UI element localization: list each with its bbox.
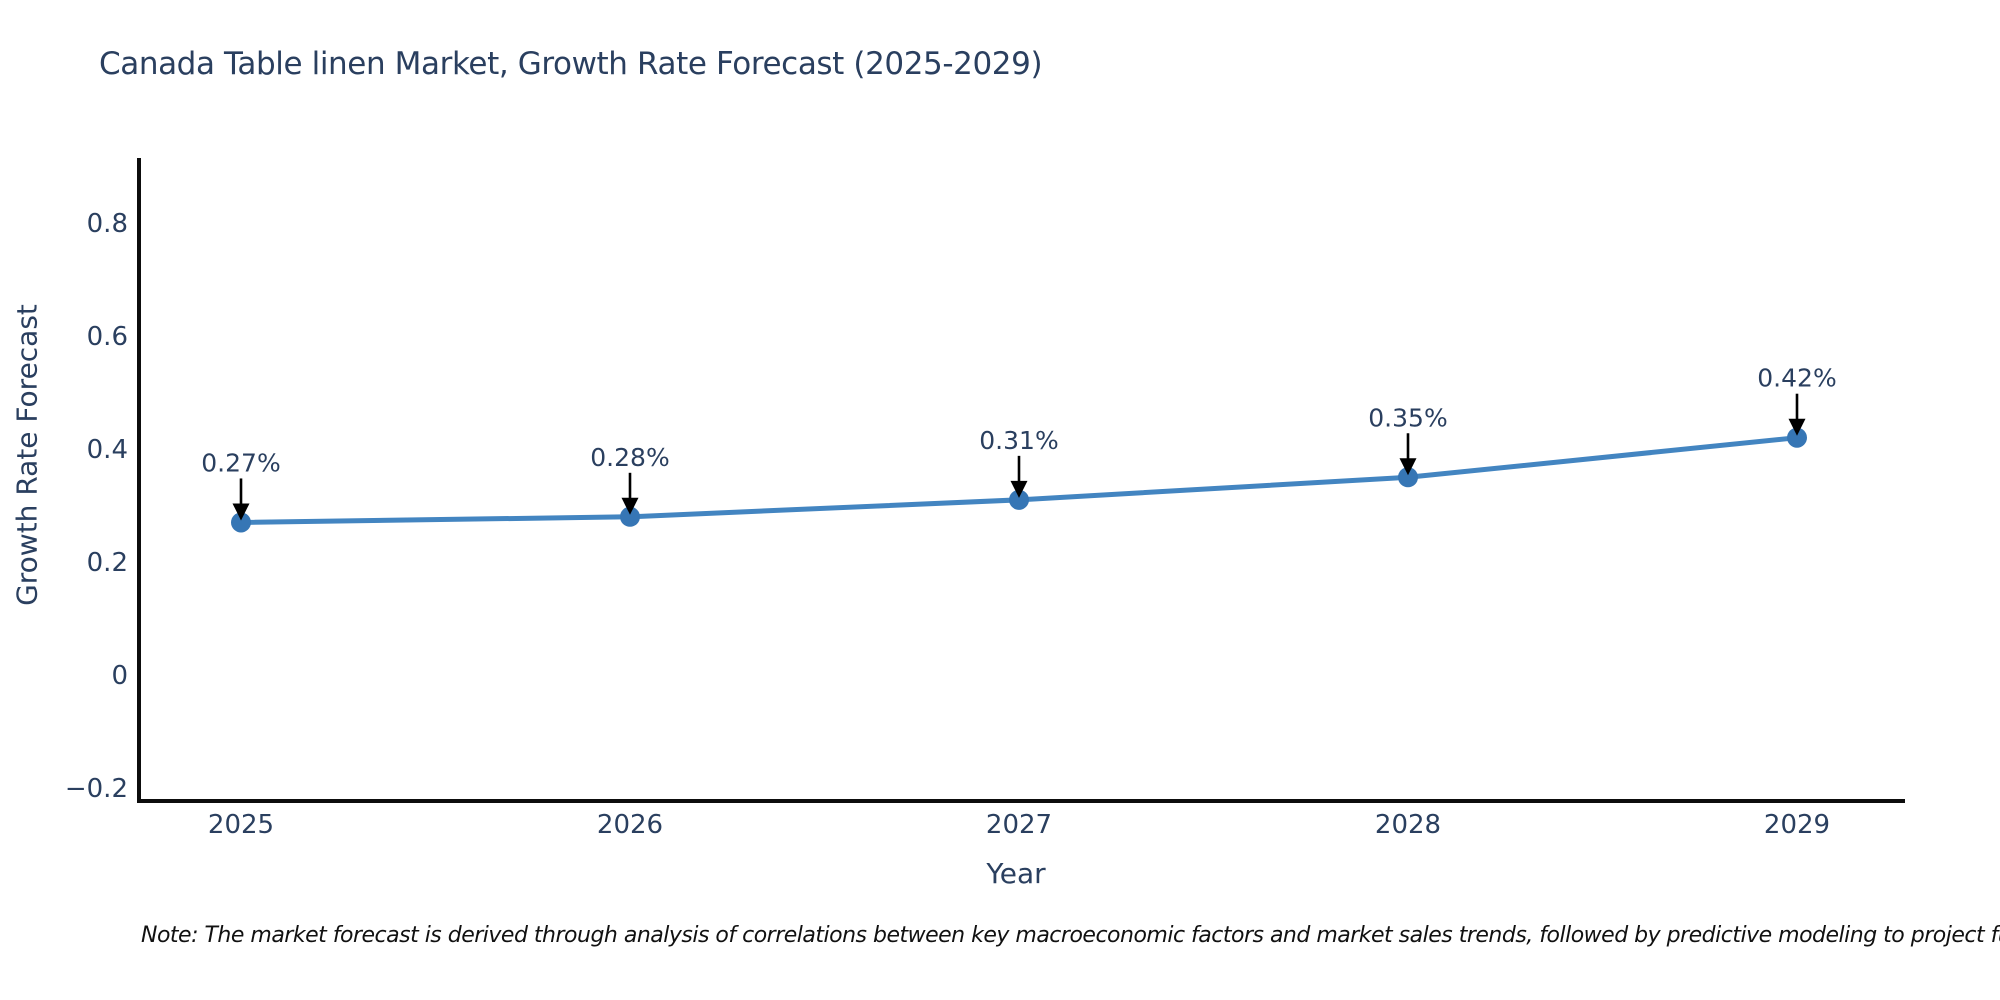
annotation-arrowhead [621, 497, 639, 515]
point-value-label: 0.42% [1757, 364, 1836, 393]
data-series [231, 427, 1807, 533]
footnote: Note: The market forecast is derived thr… [141, 923, 2000, 948]
annotation-arrowhead [1399, 458, 1417, 476]
point-value-label: 0.27% [201, 448, 280, 477]
x-axis-title: Year [985, 857, 1046, 890]
chart-title: Canada Table linen Market, Growth Rate F… [99, 46, 1043, 82]
annotation-arrowhead [1788, 418, 1806, 436]
y-tick-label: 0.2 [87, 548, 128, 578]
x-tick-label: 2028 [1375, 810, 1441, 840]
point-value-label: 0.31% [979, 426, 1058, 455]
x-tick-label: 2027 [986, 810, 1052, 840]
x-tick-label: 2026 [597, 810, 663, 840]
annotation-arrowhead [1010, 480, 1028, 498]
point-value-label: 0.35% [1368, 403, 1447, 432]
x-tick-labels: 2025 2026 2027 2028 2029 [208, 810, 1830, 840]
data-point [1398, 467, 1418, 488]
x-tick-label: 2029 [1764, 810, 1830, 840]
annotation-arrowhead [232, 503, 250, 521]
data-point [231, 512, 251, 533]
data-point [620, 506, 640, 527]
y-tick-labels: −0.2 0 0.2 0.4 0.6 0.8 [65, 209, 128, 804]
data-point [1787, 427, 1807, 448]
y-axis-title: Growth Rate Forecast [11, 304, 44, 606]
data-point [1009, 489, 1029, 510]
y-tick-label: 0.8 [87, 209, 128, 239]
x-tick-label: 2025 [208, 810, 274, 840]
y-tick-label: 0 [111, 661, 128, 691]
point-annotations: 0.27% 0.28% 0.31% 0.35% 0.42% [201, 364, 1837, 521]
y-tick-label: −0.2 [65, 774, 128, 804]
y-tick-label: 0.6 [87, 322, 128, 352]
point-value-label: 0.28% [590, 443, 669, 472]
y-tick-label: 0.4 [87, 435, 128, 465]
